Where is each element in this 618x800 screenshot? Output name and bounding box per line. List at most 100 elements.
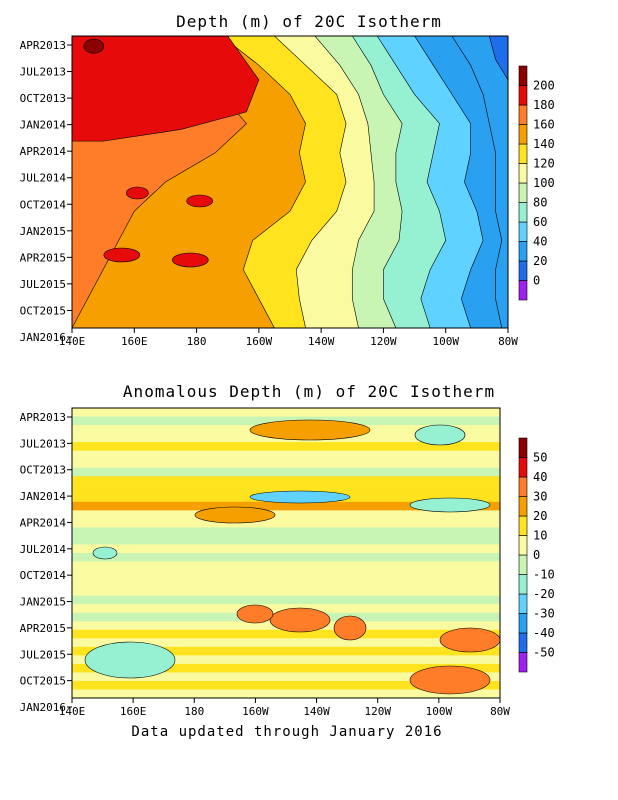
bottom-y-tick-label: APR2015 — [20, 622, 66, 635]
bottom-anomaly-patch — [249, 419, 371, 441]
bottom-x-tick-label: 160E — [120, 705, 147, 718]
top-colorbar-swatch — [518, 182, 528, 203]
bottom-anomaly-row — [72, 510, 500, 520]
bottom-colorbar-label: -30 — [533, 607, 555, 621]
bottom-colorbar-label: 10 — [533, 529, 547, 543]
top-colorbar-label: 60 — [533, 215, 547, 229]
top-y-tick-label: APR2013 — [20, 39, 66, 52]
bottom-anomaly-patch — [333, 615, 367, 641]
bottom-anomaly-patch — [414, 424, 466, 446]
bottom-anomaly-row — [72, 629, 500, 639]
bottom-colorbar-swatch — [518, 535, 528, 556]
top-y-tick-label: OCT2013 — [20, 92, 66, 105]
top-colorbar-swatch — [518, 202, 528, 223]
bottom-anomaly-row — [72, 570, 500, 580]
bottom-anomaly-row — [72, 476, 500, 486]
top-y-tick-label: JAN2014 — [20, 119, 67, 132]
top-colorbar-swatch — [518, 280, 528, 301]
bottom-x-tick-label: 80W — [490, 705, 510, 718]
top-colorbar-label: 160 — [533, 118, 555, 132]
top-colorbar-label: 20 — [533, 254, 547, 268]
bottom-chart-title: Anomalous Depth (m) of 20C Isotherm — [122, 382, 496, 401]
top-y-tick-label: JAN2015 — [20, 225, 66, 238]
top-contour-blob — [126, 186, 149, 200]
bottom-anomaly-row — [72, 604, 500, 614]
bottom-anomaly-row — [72, 689, 500, 699]
top-y-tick-label: JUL2014 — [20, 172, 67, 185]
bottom-y-tick-label: OCT2013 — [20, 464, 66, 477]
bottom-anomaly-row — [72, 646, 500, 656]
top-chart: 140E 160E 180 160W 140W 120W 100W 80W APR2013 JUL… — [20, 35, 555, 348]
top-colorbar-label: 200 — [533, 79, 555, 93]
bottom-y-tick-label: OCT2014 — [20, 569, 67, 582]
top-colorbar-label: 140 — [533, 137, 555, 151]
top-colorbar-swatch — [518, 85, 528, 106]
top-colorbar-label: 180 — [533, 98, 555, 112]
bottom-plot-frame — [71, 407, 501, 699]
top-colorbar-label: 40 — [533, 235, 547, 249]
bottom-anomaly-row — [72, 442, 500, 452]
bottom-anomaly-row — [72, 408, 500, 418]
bottom-anomaly-patch — [236, 604, 274, 624]
bottom-y-tick-label: JAN2016 — [20, 701, 66, 714]
top-contour-blob — [103, 247, 141, 263]
bottom-colorbar-swatch — [518, 613, 528, 634]
top-colorbar-label: 120 — [533, 157, 555, 171]
top-contour-peak — [83, 38, 105, 54]
bottom-colorbar-label: 30 — [533, 490, 547, 504]
bottom-anomaly-patch — [92, 546, 118, 560]
bottom-colorbar-swatch — [518, 496, 528, 517]
top-colorbar-label: 80 — [533, 196, 547, 210]
bottom-y-tick-label: OCT2015 — [20, 675, 66, 688]
top-colorbar-swatch — [518, 221, 528, 242]
bottom-y-tick-label: JUL2013 — [20, 437, 66, 450]
top-y-tick-label: OCT2014 — [20, 198, 67, 211]
bottom-anomaly-patch — [249, 490, 351, 504]
bottom-y-tick-label: APR2013 — [20, 411, 66, 424]
top-x-tick-label: 140E — [59, 335, 86, 348]
bottom-colorbar-swatch — [518, 574, 528, 595]
bottom-colorbar-label: -20 — [533, 587, 555, 601]
bottom-anomaly-patch — [84, 641, 176, 679]
bottom-colorbar-label: 0 — [533, 548, 540, 562]
top-y-tick-label: OCT2015 — [20, 304, 66, 317]
bottom-anomaly-row — [72, 553, 500, 563]
bottom-colorbar-swatch — [518, 457, 528, 478]
bottom-colorbar-swatch — [518, 515, 528, 536]
bottom-x-tick-label: 180 — [184, 705, 204, 718]
bottom-anomaly-row — [72, 544, 500, 554]
bottom-anomaly-row — [72, 655, 500, 665]
top-y-tick-label: APR2014 — [20, 145, 67, 158]
top-x-tick-label: 160E — [121, 335, 148, 348]
bottom-colorbar-label: 40 — [533, 470, 547, 484]
bottom-y-tick-label: JAN2014 — [20, 490, 67, 503]
top-colorbar-label: 0 — [533, 274, 540, 288]
top-x-tick-label: 140W — [308, 335, 335, 348]
bottom-anomaly-row — [72, 595, 500, 605]
bottom-anomaly-patch — [409, 497, 491, 513]
bottom-x-tick-label: 140W — [303, 705, 330, 718]
bottom-colorbar-label: -50 — [533, 646, 555, 660]
top-x-tick-label: 180 — [187, 335, 207, 348]
top-x-tick-label: 80W — [498, 335, 518, 348]
top-x-tick-label: 120W — [370, 335, 397, 348]
top-contour-band — [71, 35, 260, 142]
bottom-anomaly-row — [72, 518, 500, 528]
bottom-anomaly-row — [72, 527, 500, 537]
bottom-y-tick-label: JUL2014 — [20, 543, 67, 556]
bottom-y-tick-label: JAN2015 — [20, 596, 66, 609]
bottom-anomaly-row — [72, 450, 500, 460]
bottom-anomaly-patch — [439, 627, 501, 653]
bottom-anomaly-row — [72, 578, 500, 588]
bottom-colorbar-swatch — [518, 652, 528, 673]
bottom-x-tick-label: 140E — [59, 705, 86, 718]
top-contour-blob — [172, 252, 209, 268]
bottom-chart: 140E 160E 180 160W 140W 120W 100W 80W APR2013 JUL… — [20, 407, 555, 718]
bottom-anomaly-patch — [194, 506, 276, 524]
top-y-tick-label: JUL2013 — [20, 66, 66, 79]
top-colorbar-swatch — [518, 104, 528, 125]
bottom-colorbar-label: 20 — [533, 509, 547, 523]
bottom-anomaly-row — [72, 501, 500, 511]
top-x-tick-label: 100W — [432, 335, 459, 348]
bottom-colorbar-label: 50 — [533, 451, 547, 465]
